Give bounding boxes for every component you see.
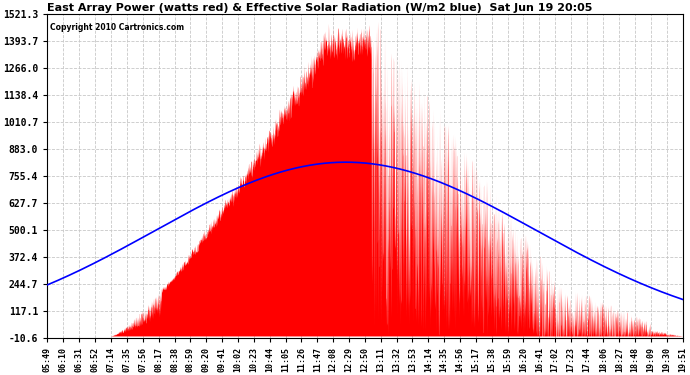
Text: Copyright 2010 Cartronics.com: Copyright 2010 Cartronics.com bbox=[50, 23, 184, 32]
Text: East Array Power (watts red) & Effective Solar Radiation (W/m2 blue)  Sat Jun 19: East Array Power (watts red) & Effective… bbox=[47, 3, 593, 13]
